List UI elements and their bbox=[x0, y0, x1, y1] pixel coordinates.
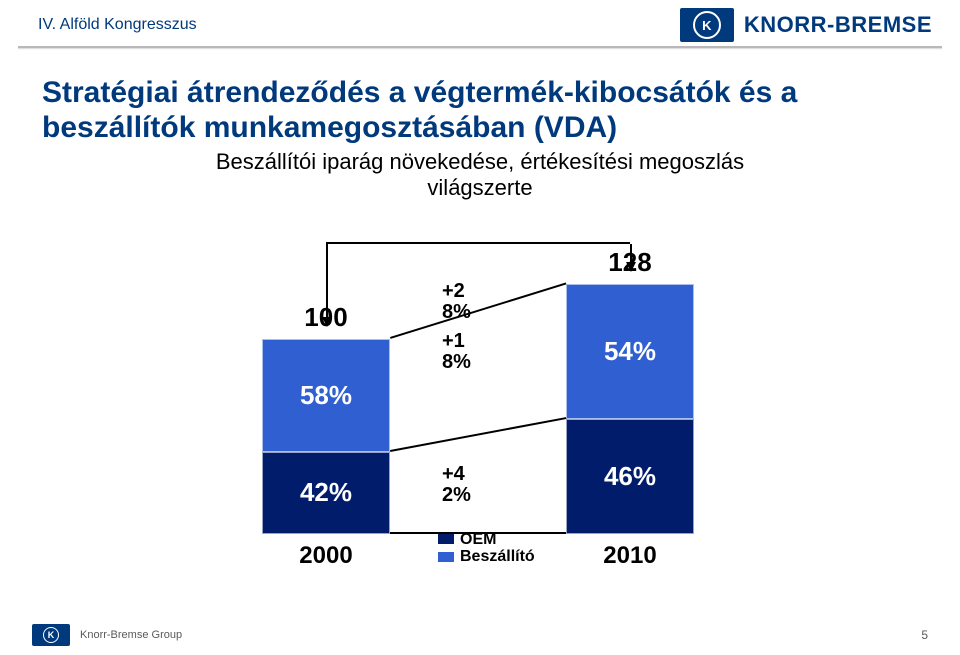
legend-item: Beszállító bbox=[438, 548, 535, 566]
footer-k-icon: K bbox=[43, 627, 59, 643]
title-line-2: beszállítók munkamegosztásában (VDA) bbox=[42, 111, 617, 144]
footer-brand-mark: K bbox=[32, 624, 70, 646]
bar-segment-supplier: 54% bbox=[566, 284, 694, 419]
slide-subtitle: Beszállítói iparág növekedése, értékesít… bbox=[42, 149, 918, 202]
connector-line bbox=[390, 417, 566, 452]
arrow-down-icon bbox=[322, 317, 332, 327]
bracket-top bbox=[326, 242, 630, 244]
brand-k-icon: K bbox=[693, 11, 721, 39]
subtitle-line-1: Beszállítói iparág növekedése, értékesít… bbox=[216, 149, 744, 174]
growth-total-label: +2 8% bbox=[442, 281, 471, 323]
legend-label: OEM bbox=[460, 531, 496, 549]
bar-segment-oem: 46% bbox=[566, 419, 694, 534]
slide-body: Stratégiai átrendeződés a végtermék-kibo… bbox=[0, 48, 960, 590]
slide-footer: K Knorr-Bremse Group 5 bbox=[0, 615, 960, 655]
bar-segment-oem: 42% bbox=[262, 452, 390, 534]
legend-swatch bbox=[438, 534, 454, 544]
brand-name: KNORR-BREMSE bbox=[744, 12, 932, 38]
subtitle-line-2: világszerte bbox=[427, 175, 532, 200]
legend-item: OEM bbox=[438, 531, 535, 549]
bar-segment-supplier: 58% bbox=[262, 339, 390, 452]
page-number: 5 bbox=[921, 628, 928, 642]
breadcrumb: IV. Alföld Kongresszus bbox=[38, 16, 197, 34]
growth-oem-label: +4 2% bbox=[442, 464, 471, 506]
stacked-bar-chart: 58%42%100200054%46%1282010+2 8%+1 8%+4 2… bbox=[220, 210, 740, 590]
title-line-1: Stratégiai átrendeződés a végtermék-kibo… bbox=[42, 76, 797, 109]
x-axis-label: 2010 bbox=[566, 542, 694, 570]
bracket-stub bbox=[630, 244, 632, 262]
chart-legend: OEMBeszállító bbox=[438, 531, 535, 566]
slide-header: IV. Alföld Kongresszus K KNORR-BREMSE bbox=[0, 0, 960, 46]
x-axis-label: 2000 bbox=[262, 542, 390, 570]
connector-line bbox=[390, 282, 567, 339]
bracket-stub bbox=[326, 244, 328, 317]
legend-label: Beszállító bbox=[460, 548, 535, 566]
footer-group: Knorr-Bremse Group bbox=[80, 629, 182, 641]
legend-swatch bbox=[438, 552, 454, 562]
arrow-down-icon bbox=[626, 262, 636, 272]
brand-logo: K KNORR-BREMSE bbox=[680, 8, 932, 42]
slide-title: Stratégiai átrendeződés a végtermék-kibo… bbox=[42, 76, 918, 145]
growth-supplier-label: +1 8% bbox=[442, 331, 471, 373]
brand-mark: K bbox=[680, 8, 734, 42]
